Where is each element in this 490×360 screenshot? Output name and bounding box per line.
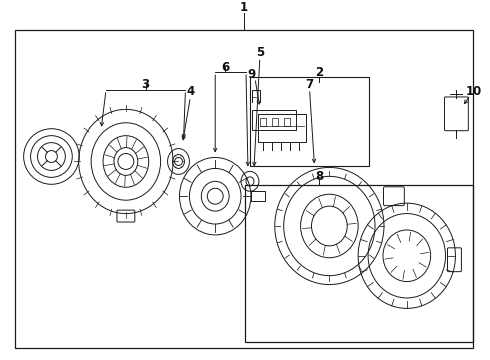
Text: 2: 2 xyxy=(316,66,323,78)
Bar xyxy=(250,77,369,166)
Text: 10: 10 xyxy=(466,85,483,99)
Bar xyxy=(252,110,295,130)
Text: 3: 3 xyxy=(142,77,150,91)
Bar xyxy=(260,118,266,126)
Text: 1: 1 xyxy=(240,1,248,14)
Bar xyxy=(245,185,473,342)
Text: 8: 8 xyxy=(316,170,323,183)
Bar xyxy=(15,31,473,348)
Bar xyxy=(284,118,290,126)
Text: 4: 4 xyxy=(186,85,195,99)
Text: 5: 5 xyxy=(256,46,264,59)
Text: 7: 7 xyxy=(305,77,314,91)
Text: 9: 9 xyxy=(248,68,256,81)
Bar xyxy=(272,118,278,126)
Text: 6: 6 xyxy=(221,61,229,74)
